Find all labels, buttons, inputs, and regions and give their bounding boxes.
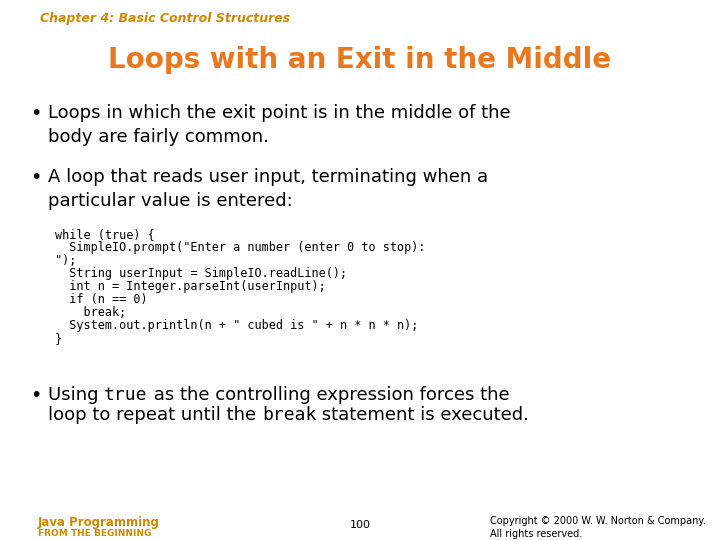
Text: statement is executed.: statement is executed. [316, 406, 529, 424]
Text: true: true [104, 386, 148, 404]
Text: •: • [30, 104, 41, 123]
Text: while (true) {: while (true) { [55, 228, 155, 241]
Text: if (n == 0): if (n == 0) [55, 293, 148, 306]
Text: String userInput = SimpleIO.readLine();: String userInput = SimpleIO.readLine(); [55, 267, 347, 280]
Text: 100: 100 [349, 520, 371, 530]
Text: Chapter 4: Basic Control Structures: Chapter 4: Basic Control Structures [40, 12, 290, 25]
Text: A loop that reads user input, terminating when a
particular value is entered:: A loop that reads user input, terminatin… [48, 168, 488, 210]
Text: ");: "); [55, 254, 76, 267]
Text: break: break [262, 406, 316, 424]
Text: •: • [30, 168, 41, 187]
Text: Loops in which the exit point is in the middle of the
body are fairly common.: Loops in which the exit point is in the … [48, 104, 510, 146]
Text: as the controlling expression forces the: as the controlling expression forces the [148, 386, 509, 404]
Text: Using: Using [48, 386, 104, 404]
Text: break;: break; [55, 306, 126, 319]
Text: SimpleIO.prompt("Enter a number (enter 0 to stop):: SimpleIO.prompt("Enter a number (enter 0… [55, 241, 426, 254]
Text: loop to repeat until the: loop to repeat until the [48, 406, 262, 424]
Text: int n = Integer.parseInt(userInput);: int n = Integer.parseInt(userInput); [55, 280, 325, 293]
Text: •: • [30, 386, 41, 405]
Text: Loops with an Exit in the Middle: Loops with an Exit in the Middle [109, 46, 611, 74]
Text: }: } [55, 332, 62, 345]
Text: Copyright © 2000 W. W. Norton & Company.
All rights reserved.: Copyright © 2000 W. W. Norton & Company.… [490, 516, 706, 539]
Text: FROM THE BEGINNING: FROM THE BEGINNING [38, 529, 151, 538]
Text: System.out.println(n + " cubed is " + n * n * n);: System.out.println(n + " cubed is " + n … [55, 319, 418, 332]
Text: Java Programming: Java Programming [38, 516, 160, 529]
